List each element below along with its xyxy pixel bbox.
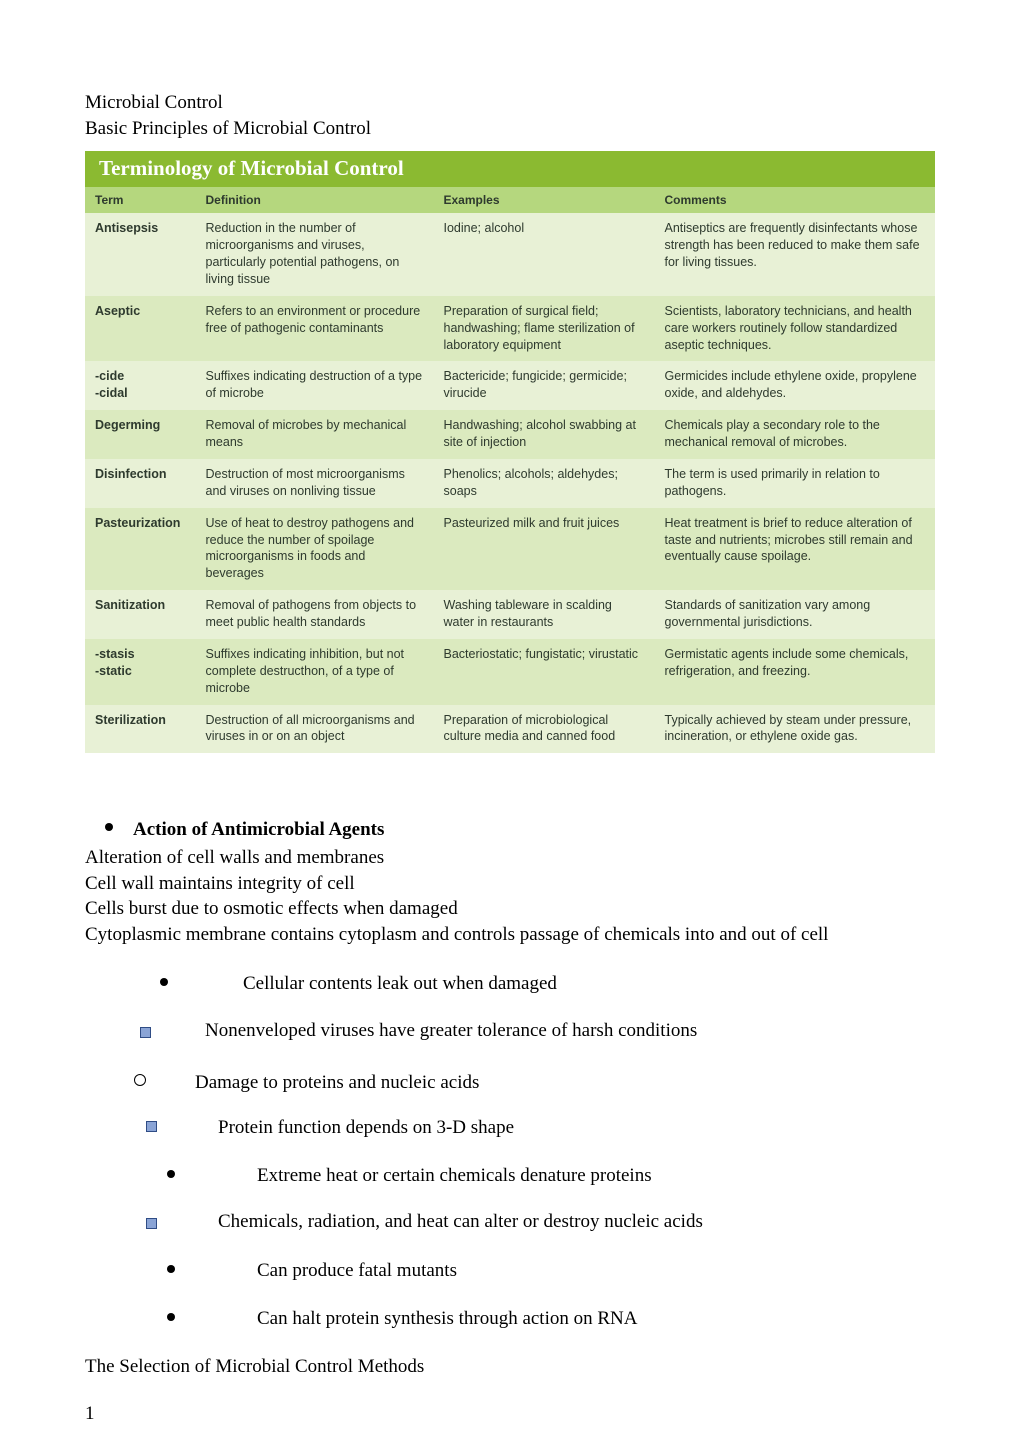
cell-comments: Germistatic agents include some chemical… bbox=[655, 639, 936, 705]
content-body: Action of Antimicrobial Agents Alteratio… bbox=[85, 811, 935, 1379]
table-row: -stasis -staticSuffixes indicating inhib… bbox=[85, 639, 935, 705]
cell-definition: Destruction of most microorganisms and v… bbox=[196, 459, 434, 508]
table-title: Terminology of Microbial Control bbox=[85, 151, 935, 187]
para-selection: The Selection of Microbial Control Metho… bbox=[85, 1354, 935, 1380]
table-row: PasteurizationUse of heat to destroy pat… bbox=[85, 508, 935, 591]
cell-definition: Removal of microbes by mechanical means bbox=[196, 410, 434, 459]
para-3: Cells burst due to osmotic effects when … bbox=[85, 896, 935, 922]
disc-icon bbox=[85, 811, 133, 839]
disc-icon bbox=[85, 1300, 257, 1329]
col-header-term: Term bbox=[85, 187, 196, 213]
cell-comments: The term is used primarily in relation t… bbox=[655, 459, 936, 508]
cell-comments: Antiseptics are frequently disinfectants… bbox=[655, 213, 936, 296]
cell-definition: Reduction in the number of microorganism… bbox=[196, 213, 434, 296]
cell-comments: Heat treatment is brief to reduce altera… bbox=[655, 508, 936, 591]
cell-comments: Germicides include ethylene oxide, propy… bbox=[655, 361, 936, 410]
cell-term: Antisepsis bbox=[85, 213, 196, 296]
disc-icon bbox=[85, 1157, 257, 1186]
page-number: 1 bbox=[85, 1403, 935, 1425]
table-row: -cide -cidalSuffixes indicating destruct… bbox=[85, 361, 935, 410]
table-body: AntisepsisReduction in the number of mic… bbox=[85, 213, 935, 753]
para-2: Cell wall maintains integrity of cell bbox=[85, 871, 935, 897]
bullet-fatal-mutants: Can produce fatal mutants bbox=[85, 1252, 935, 1284]
bullet-action-heading: Action of Antimicrobial Agents bbox=[85, 811, 935, 843]
cell-examples: Iodine; alcohol bbox=[434, 213, 655, 296]
bullet-text: Extreme heat or certain chemicals denatu… bbox=[257, 1157, 935, 1189]
bullet-halt-protein: Can halt protein synthesis through actio… bbox=[85, 1300, 935, 1332]
cell-examples: Phenolics; alcohols; aldehydes; soaps bbox=[434, 459, 655, 508]
table-row: SanitizationRemoval of pathogens from ob… bbox=[85, 590, 935, 639]
cell-term: Pasteurization bbox=[85, 508, 196, 591]
cell-definition: Suffixes indicating destruction of a typ… bbox=[196, 361, 434, 410]
bullet-chemicals-radiation: Chemicals, radiation, and heat can alter… bbox=[85, 1207, 935, 1237]
terminology-table-wrap: Terminology of Microbial Control Term De… bbox=[85, 151, 935, 753]
cell-definition: Destruction of all microorganisms and vi… bbox=[196, 705, 434, 754]
bullet-text: Action of Antimicrobial Agents bbox=[133, 811, 935, 843]
cell-definition: Removal of pathogens from objects to mee… bbox=[196, 590, 434, 639]
cell-term: Disinfection bbox=[85, 459, 196, 508]
disc-icon bbox=[85, 965, 243, 994]
bullet-text: Protein function depends on 3-D shape bbox=[218, 1113, 935, 1141]
cell-examples: Bactericide; fungicide; germicide; viruc… bbox=[434, 361, 655, 410]
cell-examples: Bacteriostatic; fungistatic; virustatic bbox=[434, 639, 655, 705]
circle-icon bbox=[85, 1064, 195, 1094]
table-header-row: Term Definition Examples Comments bbox=[85, 187, 935, 213]
square-icon bbox=[85, 1207, 218, 1237]
title-line-1: Microbial Control bbox=[85, 90, 935, 116]
cell-examples: Pasteurized milk and fruit juices bbox=[434, 508, 655, 591]
terminology-table: Term Definition Examples Comments Antise… bbox=[85, 187, 935, 753]
bullet-extreme-heat: Extreme heat or certain chemicals denatu… bbox=[85, 1157, 935, 1189]
bullet-text: Nonenveloped viruses have greater tolera… bbox=[205, 1015, 935, 1044]
bullet-text: Cellular contents leak out when damaged bbox=[243, 965, 935, 997]
table-row: DisinfectionDestruction of most microorg… bbox=[85, 459, 935, 508]
disc-icon bbox=[85, 1252, 257, 1281]
bullet-nonenveloped: Nonenveloped viruses have greater tolera… bbox=[85, 1015, 935, 1046]
cell-comments: Scientists, laboratory technicians, and … bbox=[655, 296, 936, 362]
cell-comments: Typically achieved by steam under pressu… bbox=[655, 705, 936, 754]
cell-definition: Refers to an environment or procedure fr… bbox=[196, 296, 434, 362]
bullet-text: Chemicals, radiation, and heat can alter… bbox=[218, 1207, 935, 1235]
para-4: Cytoplasmic membrane contains cytoplasm … bbox=[85, 922, 935, 948]
bullet-protein-shape: Protein function depends on 3-D shape bbox=[85, 1113, 935, 1141]
para-1: Alteration of cell walls and membranes bbox=[85, 845, 935, 871]
cell-examples: Preparation of microbiological culture m… bbox=[434, 705, 655, 754]
col-header-definition: Definition bbox=[196, 187, 434, 213]
table-row: AntisepsisReduction in the number of mic… bbox=[85, 213, 935, 296]
square-icon bbox=[85, 1113, 218, 1140]
bullet-text: Can halt protein synthesis through actio… bbox=[257, 1300, 935, 1332]
bullet-cellular-leak: Cellular contents leak out when damaged bbox=[85, 965, 935, 997]
cell-definition: Use of heat to destroy pathogens and red… bbox=[196, 508, 434, 591]
table-row: SterilizationDestruction of all microorg… bbox=[85, 705, 935, 754]
cell-term: Aseptic bbox=[85, 296, 196, 362]
doc-header: Microbial Control Basic Principles of Mi… bbox=[85, 90, 935, 141]
cell-comments: Standards of sanitization vary among gov… bbox=[655, 590, 936, 639]
table-row: AsepticRefers to an environment or proce… bbox=[85, 296, 935, 362]
cell-term: Degerming bbox=[85, 410, 196, 459]
cell-examples: Washing tableware in scalding water in r… bbox=[434, 590, 655, 639]
cell-examples: Handwashing; alcohol swabbing at site of… bbox=[434, 410, 655, 459]
cell-term: -cide -cidal bbox=[85, 361, 196, 410]
table-row: DegermingRemoval of microbes by mechanic… bbox=[85, 410, 935, 459]
bullet-damage-proteins: Damage to proteins and nucleic acids bbox=[85, 1064, 935, 1096]
bullet-text: Damage to proteins and nucleic acids bbox=[195, 1064, 935, 1096]
title-line-2: Basic Principles of Microbial Control bbox=[85, 116, 935, 142]
cell-term: -stasis -static bbox=[85, 639, 196, 705]
square-icon bbox=[85, 1015, 205, 1046]
col-header-examples: Examples bbox=[434, 187, 655, 213]
cell-term: Sterilization bbox=[85, 705, 196, 754]
cell-term: Sanitization bbox=[85, 590, 196, 639]
cell-examples: Preparation of surgical field; handwashi… bbox=[434, 296, 655, 362]
cell-comments: Chemicals play a secondary role to the m… bbox=[655, 410, 936, 459]
bullet-text: Can produce fatal mutants bbox=[257, 1252, 935, 1284]
cell-definition: Suffixes indicating inhibition, but not … bbox=[196, 639, 434, 705]
col-header-comments: Comments bbox=[655, 187, 936, 213]
